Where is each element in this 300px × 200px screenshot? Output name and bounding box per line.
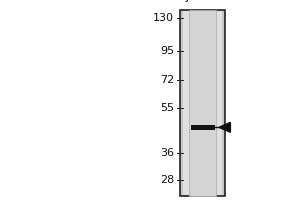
Bar [190,125,214,130]
Text: 28: 28 [160,175,174,185]
Text: Jurkat: Jurkat [185,0,220,2]
Text: 95: 95 [160,46,174,56]
Text: 130: 130 [153,13,174,23]
Bar [189,10,216,196]
Bar [180,10,225,196]
Text: 72: 72 [160,75,174,85]
Text: 55: 55 [160,103,174,113]
Text: 36: 36 [160,148,174,158]
Polygon shape [219,122,230,132]
Bar [183,11,222,195]
